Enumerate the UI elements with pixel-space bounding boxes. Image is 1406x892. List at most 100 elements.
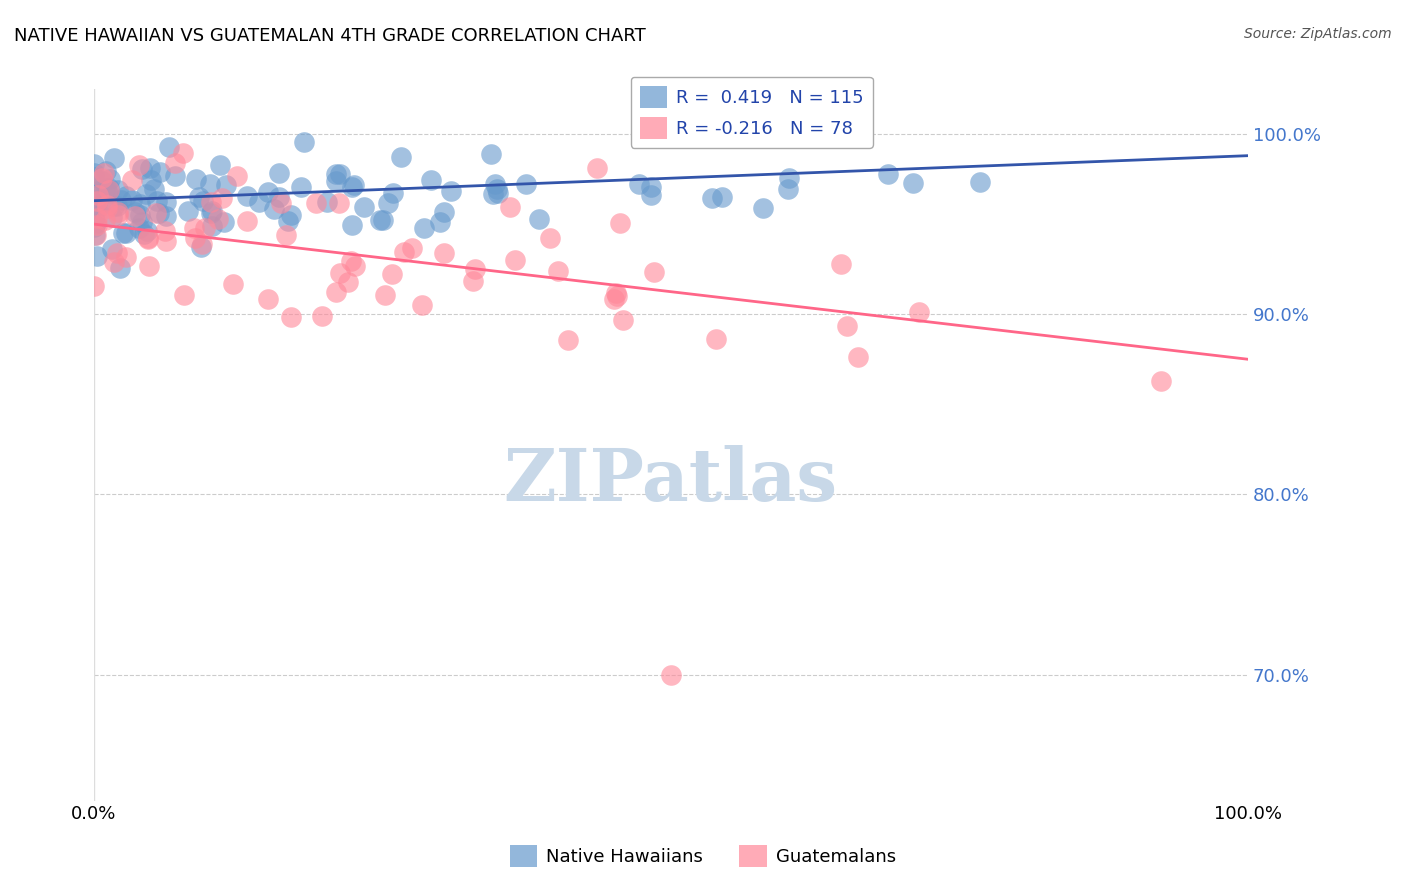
Native Hawaiians — [177, 204, 200, 219]
Guatemalans — [643, 265, 665, 279]
Guatemalans — [183, 231, 205, 245]
Guatemalans — [311, 309, 333, 323]
Native Hawaiians — [876, 167, 898, 181]
Native Hawaiians — [325, 167, 347, 181]
Guatemalans — [325, 285, 347, 299]
Native Hawaiians — [83, 217, 105, 231]
Guatemalans — [98, 183, 121, 197]
Native Hawaiians — [83, 166, 105, 180]
Native Hawaiians — [640, 187, 662, 202]
Guatemalans — [172, 145, 194, 160]
Native Hawaiians — [103, 199, 125, 213]
Guatemalans — [392, 244, 415, 259]
Guatemalans — [200, 194, 222, 209]
Guatemalans — [124, 209, 146, 223]
Native Hawaiians — [83, 157, 105, 171]
Native Hawaiians — [188, 190, 211, 204]
Guatemalans — [606, 289, 628, 303]
Native Hawaiians — [139, 173, 162, 187]
Guatemalans — [835, 318, 858, 333]
Native Hawaiians — [432, 204, 454, 219]
Native Hawaiians — [191, 194, 214, 209]
Native Hawaiians — [627, 177, 650, 191]
Native Hawaiians — [267, 166, 290, 180]
Native Hawaiians — [84, 186, 107, 200]
Native Hawaiians — [124, 204, 146, 219]
Native Hawaiians — [98, 172, 121, 186]
Native Hawaiians — [83, 192, 105, 206]
Native Hawaiians — [101, 242, 124, 256]
Guatemalans — [183, 221, 205, 235]
Guatemalans — [1150, 374, 1173, 388]
Native Hawaiians — [94, 163, 117, 178]
Native Hawaiians — [97, 186, 120, 201]
Guatemalans — [103, 254, 125, 268]
Native Hawaiians — [209, 158, 232, 172]
Guatemalans — [848, 351, 870, 365]
Guatemalans — [274, 227, 297, 242]
Guatemalans — [830, 257, 852, 271]
Guatemalans — [612, 312, 634, 326]
Guatemalans — [114, 250, 136, 264]
Native Hawaiians — [83, 201, 105, 215]
Guatemalans — [222, 277, 245, 291]
Guatemalans — [225, 169, 247, 184]
Native Hawaiians — [129, 208, 152, 222]
Guatemalans — [603, 292, 626, 306]
Guatemalans — [538, 231, 561, 245]
Native Hawaiians — [640, 180, 662, 194]
Native Hawaiians — [778, 171, 800, 186]
Native Hawaiians — [256, 185, 278, 199]
Guatemalans — [165, 156, 187, 170]
Guatemalans — [270, 196, 292, 211]
Native Hawaiians — [214, 215, 236, 229]
Guatemalans — [337, 275, 360, 289]
Native Hawaiians — [368, 213, 391, 227]
Guatemalans — [107, 208, 129, 222]
Native Hawaiians — [108, 260, 131, 275]
Guatemalans — [86, 194, 108, 208]
Guatemalans — [136, 231, 159, 245]
Guatemalans — [96, 201, 118, 215]
Native Hawaiians — [267, 190, 290, 204]
Guatemalans — [121, 173, 143, 187]
Guatemalans — [86, 211, 108, 225]
Native Hawaiians — [420, 173, 443, 187]
Native Hawaiians — [131, 162, 153, 177]
Native Hawaiians — [98, 181, 121, 195]
Guatemalans — [340, 254, 363, 268]
Native Hawaiians — [107, 183, 129, 197]
Guatemalans — [433, 246, 456, 260]
Native Hawaiians — [94, 181, 117, 195]
Native Hawaiians — [135, 224, 157, 238]
Native Hawaiians — [155, 210, 177, 224]
Native Hawaiians — [110, 193, 132, 207]
Guatemalans — [328, 266, 350, 280]
Guatemalans — [194, 221, 217, 235]
Guatemalans — [280, 310, 302, 324]
Native Hawaiians — [776, 182, 799, 196]
Native Hawaiians — [236, 189, 259, 203]
Native Hawaiians — [515, 177, 537, 191]
Native Hawaiians — [128, 221, 150, 235]
Guatemalans — [94, 213, 117, 227]
Guatemalans — [93, 166, 115, 180]
Native Hawaiians — [377, 195, 399, 210]
Native Hawaiians — [139, 161, 162, 176]
Native Hawaiians — [135, 186, 157, 201]
Guatemalans — [191, 236, 214, 251]
Native Hawaiians — [325, 173, 347, 187]
Native Hawaiians — [87, 184, 110, 198]
Native Hawaiians — [294, 135, 316, 149]
Native Hawaiians — [83, 220, 105, 235]
Native Hawaiians — [969, 175, 991, 189]
Native Hawaiians — [83, 209, 105, 223]
Guatemalans — [557, 334, 579, 348]
Native Hawaiians — [710, 190, 733, 204]
Native Hawaiians — [157, 140, 180, 154]
Native Hawaiians — [316, 194, 339, 209]
Native Hawaiians — [200, 177, 222, 191]
Native Hawaiians — [484, 177, 506, 191]
Native Hawaiians — [215, 178, 238, 192]
Native Hawaiians — [103, 151, 125, 165]
